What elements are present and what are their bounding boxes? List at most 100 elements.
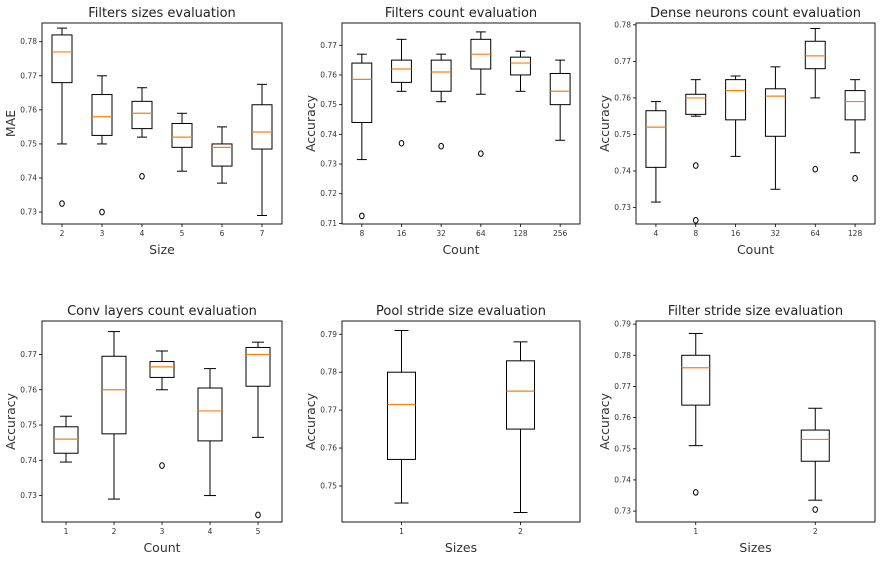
- x-tick-label: 5: [256, 527, 261, 536]
- y-tick-label: 0.77: [20, 71, 37, 80]
- box-128: [510, 50, 531, 92]
- y-tick-label: 0.73: [320, 160, 337, 169]
- x-axis-label: Count: [737, 242, 774, 257]
- box-8: [685, 79, 707, 224]
- y-tick-label: 0.76: [320, 444, 337, 453]
- outlier-point: [159, 462, 165, 469]
- iqr-box: [725, 79, 747, 121]
- iqr-box: [764, 88, 786, 137]
- outlier-point: [139, 173, 145, 180]
- y-tick-label: 0.71: [320, 219, 337, 228]
- x-tick-label: 6: [220, 229, 225, 238]
- box-2: [800, 407, 830, 513]
- box-32: [430, 53, 452, 150]
- iqr-box: [53, 426, 79, 454]
- iqr-box: [510, 56, 531, 76]
- box-3: [91, 75, 113, 216]
- iqr-box: [549, 72, 571, 106]
- y-tick-label: 0.78: [614, 20, 631, 29]
- iqr-box: [387, 371, 416, 460]
- subplot-6: Filter stride size evaluation Sizes Accura…: [597, 304, 876, 555]
- y-tick-label: 0.74: [20, 174, 37, 183]
- box-128: [844, 79, 866, 182]
- x-tick-label: 8: [359, 229, 364, 238]
- iqr-box: [681, 354, 711, 406]
- box-4: [197, 368, 223, 497]
- y-tick-label: 0.74: [320, 130, 337, 139]
- iqr-box: [149, 361, 175, 378]
- iqr-box: [51, 34, 73, 84]
- y-axis-label: Accuracy: [303, 94, 318, 152]
- box-4: [131, 87, 153, 180]
- x-tick-label: 2: [112, 527, 117, 536]
- box-64: [804, 27, 826, 173]
- chart-title: Filter stride size evaluation: [668, 304, 843, 319]
- box-5: [245, 341, 271, 519]
- iqr-box: [800, 429, 830, 462]
- x-tick-label: 3: [100, 229, 105, 238]
- x-tick-label: 16: [397, 229, 407, 238]
- box-6: [211, 126, 233, 184]
- y-axis-label: Accuracy: [303, 392, 318, 450]
- iqr-box: [171, 123, 193, 148]
- x-tick-label: 32: [436, 229, 446, 238]
- box-16: [725, 75, 747, 157]
- iqr-box: [506, 360, 535, 430]
- chart-title: Conv layers count evaluation: [67, 304, 257, 319]
- x-axis-label: Count: [442, 242, 479, 257]
- y-tick-label: 0.75: [614, 444, 631, 453]
- box-7: [251, 83, 273, 216]
- x-axis-label: Count: [143, 540, 180, 555]
- subplot-5: Pool stride size evaluation Sizes Accuracy…: [303, 304, 581, 555]
- outlier-point: [398, 139, 405, 147]
- box-32: [764, 66, 786, 190]
- plot-frame: [341, 320, 581, 523]
- y-tick-label: 0.79: [614, 320, 631, 329]
- outlier-point: [812, 165, 819, 173]
- y-tick-label: 0.74: [614, 475, 631, 484]
- outlier-point: [692, 217, 699, 224]
- y-tick-label: 0.79: [320, 330, 337, 339]
- iqr-box: [211, 143, 233, 167]
- y-tick-label: 0.78: [20, 37, 37, 46]
- y-tick-label: 0.77: [320, 41, 337, 50]
- y-tick-label: 0.75: [614, 130, 631, 139]
- outlier-point: [852, 175, 858, 182]
- iqr-box: [197, 387, 223, 442]
- y-tick-label: 0.75: [20, 421, 37, 430]
- iqr-box: [844, 90, 866, 121]
- x-tick-label: 3: [160, 527, 165, 536]
- y-tick-label: 0.76: [20, 105, 37, 114]
- plot-frame: [341, 22, 581, 225]
- box-1: [53, 415, 79, 463]
- subplot-2: Filters count evaluationCountAccuracy0.7…: [303, 6, 581, 257]
- y-tick-label: 0.75: [20, 139, 37, 148]
- outlier-point: [255, 511, 261, 519]
- box-4: [645, 101, 667, 203]
- x-tick-label: 1: [693, 527, 698, 536]
- y-tick-label: 0.75: [320, 100, 337, 109]
- y-tick-label: 0.73: [20, 208, 37, 217]
- y-tick-label: 0.76: [614, 93, 631, 102]
- outlier-point: [59, 200, 65, 207]
- outlier-point: [692, 162, 699, 169]
- x-tick-label: 1: [64, 527, 69, 536]
- box-64: [470, 31, 492, 157]
- chart-title: Filters sizes evaluation: [88, 6, 236, 21]
- y-tick-label: 0.75: [320, 481, 337, 490]
- y-tick-label: 0.77: [614, 57, 631, 66]
- box-8: [351, 53, 373, 220]
- subplot-3: Dense neurons count evaluation Count Accur…: [597, 6, 876, 257]
- x-tick-label: 64: [810, 229, 820, 238]
- y-axis-label: MAE: [3, 110, 18, 137]
- iqr-box: [251, 104, 273, 150]
- x-tick-label: 16: [731, 229, 741, 238]
- y-tick-label: 0.77: [20, 350, 37, 359]
- y-tick-label: 0.72: [320, 189, 337, 198]
- y-tick-label: 0.74: [614, 167, 631, 176]
- y-tick-label: 0.73: [614, 507, 631, 516]
- x-tick-label: 128: [513, 229, 528, 238]
- box-5: [171, 112, 193, 172]
- y-tick-label: 0.78: [320, 368, 337, 377]
